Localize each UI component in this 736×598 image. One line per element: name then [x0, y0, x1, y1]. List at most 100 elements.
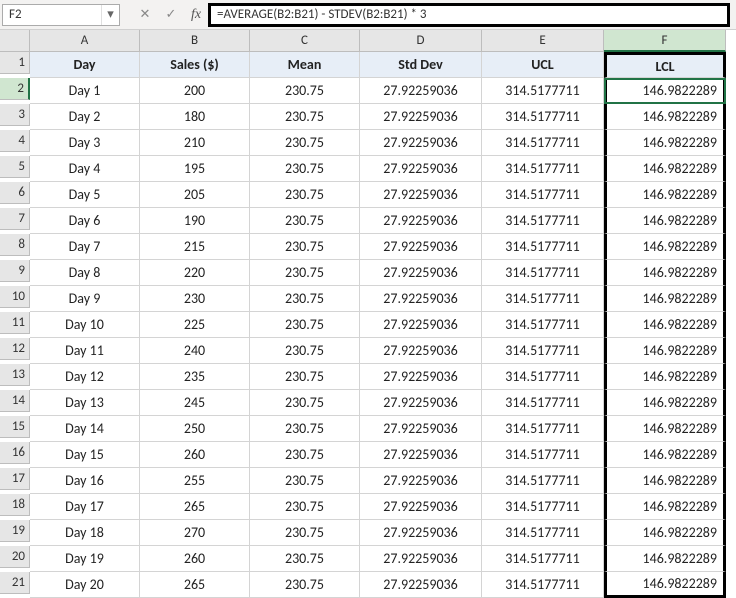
- cell-D19[interactable]: 27.92259036: [360, 520, 482, 546]
- header-cell-F[interactable]: LCL: [604, 52, 726, 78]
- row-header-1[interactable]: 1: [0, 52, 30, 74]
- cell-B11[interactable]: 225: [140, 312, 250, 338]
- cell-A19[interactable]: Day 18: [30, 520, 140, 546]
- cell-C13[interactable]: 230.75: [250, 364, 360, 390]
- cell-C15[interactable]: 230.75: [250, 416, 360, 442]
- cell-E12[interactable]: 314.5177711: [482, 338, 604, 364]
- cell-F8[interactable]: 146.9822289: [604, 234, 726, 260]
- cell-C6[interactable]: 230.75: [250, 182, 360, 208]
- cell-B6[interactable]: 205: [140, 182, 250, 208]
- cell-B12[interactable]: 240: [140, 338, 250, 364]
- cell-C7[interactable]: 230.75: [250, 208, 360, 234]
- cell-F16[interactable]: 146.9822289: [604, 442, 726, 468]
- cell-C14[interactable]: 230.75: [250, 390, 360, 416]
- cell-A6[interactable]: Day 5: [30, 182, 140, 208]
- cell-D16[interactable]: 27.92259036: [360, 442, 482, 468]
- cell-D9[interactable]: 27.92259036: [360, 260, 482, 286]
- column-header-C[interactable]: C: [250, 30, 360, 52]
- cell-F11[interactable]: 146.9822289: [604, 312, 726, 338]
- column-header-E[interactable]: E: [482, 30, 604, 52]
- cell-D3[interactable]: 27.92259036: [360, 104, 482, 130]
- name-box[interactable]: F2 ▾: [2, 4, 120, 26]
- row-header-21[interactable]: 21: [0, 572, 30, 594]
- row-header-5[interactable]: 5: [0, 156, 30, 178]
- cell-E13[interactable]: 314.5177711: [482, 364, 604, 390]
- cell-D21[interactable]: 27.92259036: [360, 572, 482, 598]
- cell-C17[interactable]: 230.75: [250, 468, 360, 494]
- cell-D14[interactable]: 27.92259036: [360, 390, 482, 416]
- cell-F9[interactable]: 146.9822289: [604, 260, 726, 286]
- cell-E10[interactable]: 314.5177711: [482, 286, 604, 312]
- cell-A10[interactable]: Day 9: [30, 286, 140, 312]
- cell-E21[interactable]: 314.5177711: [482, 572, 604, 598]
- cell-A7[interactable]: Day 6: [30, 208, 140, 234]
- cell-B7[interactable]: 190: [140, 208, 250, 234]
- row-header-9[interactable]: 9: [0, 260, 30, 282]
- cell-D10[interactable]: 27.92259036: [360, 286, 482, 312]
- cell-F4[interactable]: 146.9822289: [604, 130, 726, 156]
- cell-E11[interactable]: 314.5177711: [482, 312, 604, 338]
- row-header-15[interactable]: 15: [0, 416, 30, 438]
- row-header-14[interactable]: 14: [0, 390, 30, 412]
- cell-A8[interactable]: Day 7: [30, 234, 140, 260]
- row-header-6[interactable]: 6: [0, 182, 30, 204]
- row-header-20[interactable]: 20: [0, 546, 30, 568]
- row-header-4[interactable]: 4: [0, 130, 30, 152]
- cell-D12[interactable]: 27.92259036: [360, 338, 482, 364]
- cell-C10[interactable]: 230.75: [250, 286, 360, 312]
- cell-A21[interactable]: Day 20: [30, 572, 140, 598]
- cell-B13[interactable]: 235: [140, 364, 250, 390]
- cell-A5[interactable]: Day 4: [30, 156, 140, 182]
- cell-A11[interactable]: Day 10: [30, 312, 140, 338]
- cell-B10[interactable]: 230: [140, 286, 250, 312]
- cell-F18[interactable]: 146.9822289: [604, 494, 726, 520]
- cell-B15[interactable]: 250: [140, 416, 250, 442]
- cell-B4[interactable]: 210: [140, 130, 250, 156]
- header-cell-E[interactable]: UCL: [482, 52, 604, 78]
- cell-F17[interactable]: 146.9822289: [604, 468, 726, 494]
- cell-E2[interactable]: 314.5177711: [482, 78, 604, 104]
- cell-E17[interactable]: 314.5177711: [482, 468, 604, 494]
- cell-A4[interactable]: Day 3: [30, 130, 140, 156]
- header-cell-D[interactable]: Std Dev: [360, 52, 482, 78]
- cell-E9[interactable]: 314.5177711: [482, 260, 604, 286]
- header-cell-A[interactable]: Day: [30, 52, 140, 78]
- cell-D7[interactable]: 27.92259036: [360, 208, 482, 234]
- cell-C21[interactable]: 230.75: [250, 572, 360, 598]
- column-header-F[interactable]: F: [604, 30, 726, 52]
- cell-F12[interactable]: 146.9822289: [604, 338, 726, 364]
- cell-F21[interactable]: 146.9822289: [604, 572, 726, 598]
- row-header-13[interactable]: 13: [0, 364, 30, 386]
- cell-F19[interactable]: 146.9822289: [604, 520, 726, 546]
- cell-A20[interactable]: Day 19: [30, 546, 140, 572]
- cell-C4[interactable]: 230.75: [250, 130, 360, 156]
- cell-E7[interactable]: 314.5177711: [482, 208, 604, 234]
- cell-A9[interactable]: Day 8: [30, 260, 140, 286]
- cell-D6[interactable]: 27.92259036: [360, 182, 482, 208]
- cell-C20[interactable]: 230.75: [250, 546, 360, 572]
- row-header-7[interactable]: 7: [0, 208, 30, 230]
- cell-D5[interactable]: 27.92259036: [360, 156, 482, 182]
- cell-D15[interactable]: 27.92259036: [360, 416, 482, 442]
- cell-E18[interactable]: 314.5177711: [482, 494, 604, 520]
- cell-C2[interactable]: 230.75: [250, 78, 360, 104]
- cell-F6[interactable]: 146.9822289: [604, 182, 726, 208]
- cell-E5[interactable]: 314.5177711: [482, 156, 604, 182]
- cell-A3[interactable]: Day 2: [30, 104, 140, 130]
- cell-C5[interactable]: 230.75: [250, 156, 360, 182]
- cell-B16[interactable]: 260: [140, 442, 250, 468]
- cell-E14[interactable]: 314.5177711: [482, 390, 604, 416]
- cell-F5[interactable]: 146.9822289: [604, 156, 726, 182]
- cell-F3[interactable]: 146.9822289: [604, 104, 726, 130]
- cell-E15[interactable]: 314.5177711: [482, 416, 604, 442]
- cell-B18[interactable]: 265: [140, 494, 250, 520]
- cell-E16[interactable]: 314.5177711: [482, 442, 604, 468]
- cell-B21[interactable]: 265: [140, 572, 250, 598]
- cell-F7[interactable]: 146.9822289: [604, 208, 726, 234]
- header-cell-B[interactable]: Sales ($): [140, 52, 250, 78]
- row-header-8[interactable]: 8: [0, 234, 30, 256]
- cell-C19[interactable]: 230.75: [250, 520, 360, 546]
- row-header-16[interactable]: 16: [0, 442, 30, 464]
- cell-D2[interactable]: 27.92259036: [360, 78, 482, 104]
- row-header-2[interactable]: 2: [0, 78, 30, 100]
